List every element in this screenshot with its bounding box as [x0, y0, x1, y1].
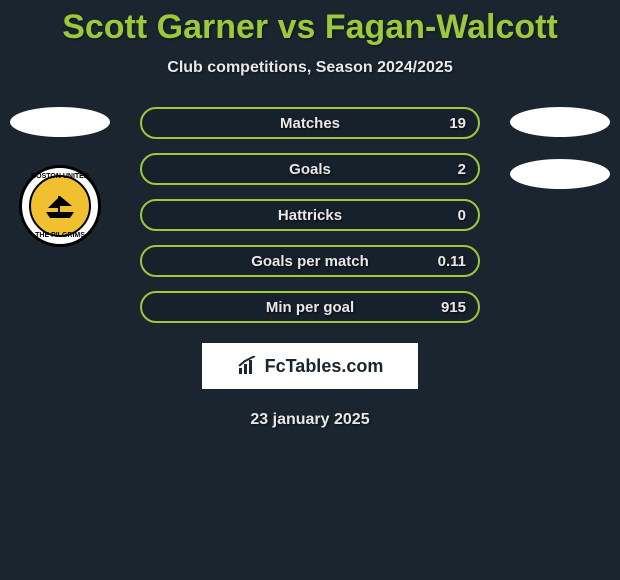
comparison-infographic: Scott Garner vs Fagan-Walcott Club compe… — [0, 0, 620, 580]
content-area: BOSTON UNITED THE PILGRIMS Matches 19 Go… — [0, 107, 620, 429]
stat-right-value: 2 — [458, 161, 466, 178]
stats-bars: Matches 19 Goals 2 Hattricks 0 Goals per… — [140, 107, 480, 323]
stat-right-value: 0 — [458, 207, 466, 224]
chart-icon — [237, 356, 259, 376]
stat-bar: Goals per match 0.11 — [140, 245, 480, 277]
stat-bar: Goals 2 — [140, 153, 480, 185]
site-logo: FcTables.com — [202, 343, 418, 389]
page-subtitle: Club competitions, Season 2024/2025 — [0, 59, 620, 77]
page-title: Scott Garner vs Fagan-Walcott — [0, 0, 620, 47]
stat-bar: Hattricks 0 — [140, 199, 480, 231]
stat-label: Goals — [289, 161, 331, 178]
stat-right-value: 915 — [441, 299, 466, 316]
stat-label: Hattricks — [278, 207, 342, 224]
club-name-top: BOSTON UNITED — [31, 173, 89, 180]
stat-right-value: 19 — [449, 115, 466, 132]
logo-text: FcTables.com — [265, 356, 384, 377]
stat-label: Min per goal — [266, 299, 354, 316]
stat-label: Matches — [280, 115, 340, 132]
stat-label: Goals per match — [251, 253, 369, 270]
club-name-bottom: THE PILGRIMS — [35, 232, 85, 239]
ship-icon — [29, 175, 91, 237]
player-right-badge-2 — [510, 159, 610, 189]
stat-bar: Min per goal 915 — [140, 291, 480, 323]
club-badge: BOSTON UNITED THE PILGRIMS — [19, 165, 101, 247]
date-line: 23 january 2025 — [0, 411, 620, 429]
stat-right-value: 0.11 — [438, 253, 466, 270]
player-left-badge — [10, 107, 110, 137]
player-right-badge-1 — [510, 107, 610, 137]
stat-bar: Matches 19 — [140, 107, 480, 139]
